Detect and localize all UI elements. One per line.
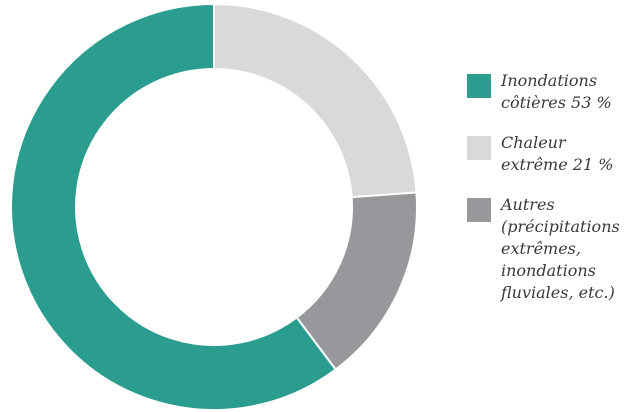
pie-slice (213, 2, 418, 199)
legend-item-coastal-flooding: Inondations côtières 53 % (467, 70, 643, 114)
legend-swatch (467, 74, 491, 98)
legend-label: Inondations côtières 53 % (501, 71, 612, 112)
legend-label: Autres (précipitations extrêmes, inondat… (501, 195, 620, 302)
legend-item-other: Autres (précipitations extrêmes, inondat… (467, 194, 643, 304)
pie-slice (10, 2, 338, 411)
legend: Inondations côtières 53 % Chaleur extrêm… (467, 70, 643, 322)
legend-label: Chaleur extrême 21 % (501, 133, 614, 174)
legend-swatch (467, 198, 491, 222)
donut-chart (10, 2, 418, 411)
legend-swatch (467, 136, 491, 160)
legend-item-extreme-heat: Chaleur extrême 21 % (467, 132, 643, 176)
